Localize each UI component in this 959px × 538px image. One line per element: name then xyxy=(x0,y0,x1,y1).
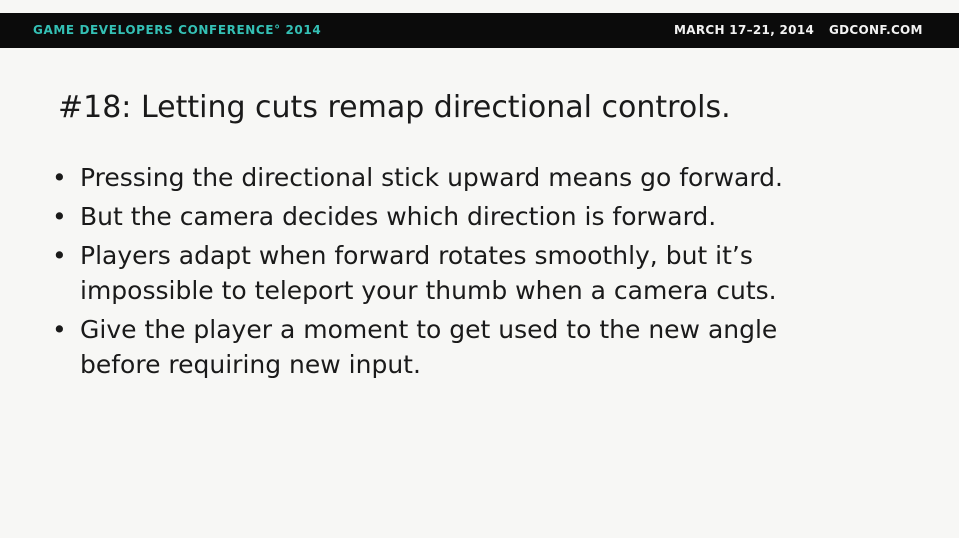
bullet-text: impossible to teleport your thumb when a… xyxy=(80,276,777,305)
bullet-text: Pressing the directional stick upward me… xyxy=(80,163,784,192)
bullet-icon: • xyxy=(52,202,67,231)
bullet-icon: • xyxy=(52,163,67,192)
bullet-icon: • xyxy=(52,241,67,270)
bullet-item: • Pressing the directional stick upward … xyxy=(52,160,932,195)
conference-website: GDCONF.COM xyxy=(829,23,923,37)
bullet-text: Give the player a moment to get used to … xyxy=(80,315,778,344)
bullet-icon: • xyxy=(52,315,67,344)
conference-banner: GAME DEVELOPERS CONFERENCE° 2014 MARCH 1… xyxy=(0,13,959,48)
bullet-item: • Players adapt when forward rotates smo… xyxy=(52,238,932,308)
conference-dates: MARCH 17–21, 2014 xyxy=(674,23,815,37)
bullet-text: But the camera decides which direction i… xyxy=(80,202,717,231)
bullet-text: Players adapt when forward rotates smoot… xyxy=(80,241,753,270)
bullet-list: • Pressing the directional stick upward … xyxy=(52,160,932,386)
slide-title: #18: Letting cuts remap directional cont… xyxy=(58,90,731,125)
bullet-item: • But the camera decides which direction… xyxy=(52,199,932,234)
conference-name: GAME DEVELOPERS CONFERENCE° 2014 xyxy=(33,23,322,37)
bullet-text: before requiring new input. xyxy=(80,350,421,379)
bullet-item: • Give the player a moment to get used t… xyxy=(52,312,932,382)
